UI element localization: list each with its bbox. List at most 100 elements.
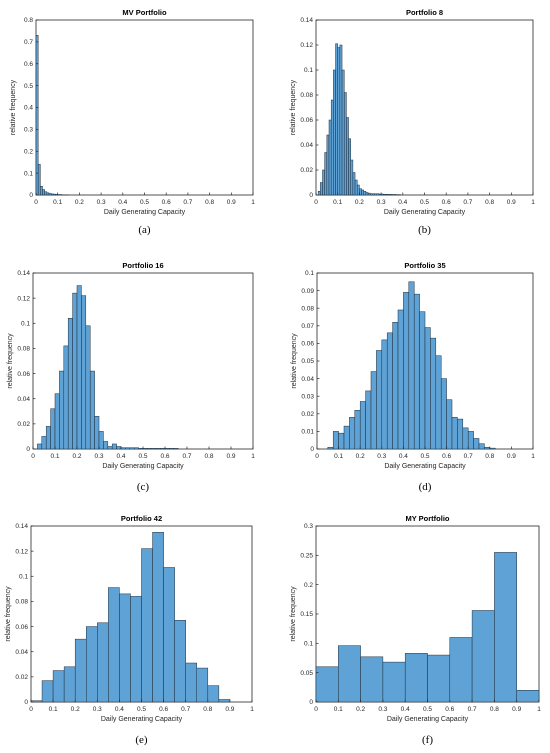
histogram-bar <box>218 699 231 703</box>
y-tick-label: 0.04 <box>301 376 314 383</box>
y-tick-label: 0 <box>24 699 28 706</box>
x-axis-label: Daily Generating Capacity <box>384 463 466 470</box>
histogram-bar <box>382 661 406 703</box>
histogram-bar <box>37 443 43 450</box>
histogram-bar <box>338 432 345 450</box>
y-tick-label: 0.05 <box>301 358 314 365</box>
y-tick-label: 0 <box>310 446 314 453</box>
y-tick-label: 0.08 <box>17 346 30 353</box>
histogram-bar <box>50 408 56 450</box>
histogram-bar <box>41 680 54 703</box>
y-axis-label: relative frequency <box>10 79 17 135</box>
x-tick-label: 0.7 <box>183 199 192 206</box>
histogram-bar <box>35 35 39 196</box>
histogram-bar <box>408 281 415 450</box>
histogram-bar <box>471 610 495 703</box>
x-tick-label: 0 <box>29 706 33 713</box>
x-tick-label: 0.2 <box>356 453 365 460</box>
y-tick-label: 0.1 <box>304 67 313 74</box>
y-tick-label: 0.02 <box>301 411 314 418</box>
histogram-bar <box>174 620 186 703</box>
x-tick-label: 0.4 <box>118 199 127 206</box>
y-tick-label: 0.04 <box>15 649 28 656</box>
histogram-bar <box>383 194 386 196</box>
histogram-bar <box>397 309 404 450</box>
y-tick-label: 0.01 <box>301 429 314 436</box>
histogram-bar <box>142 448 148 450</box>
y-tick-label: 0.1 <box>305 270 314 277</box>
histogram-bar <box>164 448 170 450</box>
histogram-bar <box>330 99 334 196</box>
histogram-bar <box>484 446 491 450</box>
x-tick-label: 1 <box>531 453 535 460</box>
x-tick-label: 0 <box>34 199 38 206</box>
panel-caption: (b) <box>418 224 431 236</box>
chart-title: MY Portfolio <box>405 514 449 523</box>
y-tick-label: 0.1 <box>21 320 30 327</box>
histogram-bar <box>326 134 330 196</box>
x-tick-label: 0.2 <box>356 706 365 713</box>
y-tick-label: 0.08 <box>300 92 313 99</box>
x-tick-label: 0.5 <box>423 706 432 713</box>
y-tick-label: 0.06 <box>301 341 314 348</box>
x-tick-label: 0.6 <box>159 706 168 713</box>
x-axis-label: Daily Generating Capacity <box>384 209 466 216</box>
histogram-bar <box>89 370 95 450</box>
histogram-bar <box>489 447 496 450</box>
x-tick-label: 0.3 <box>378 706 387 713</box>
chart-title: Portfolio 42 <box>121 514 162 523</box>
x-tick-label: 0.3 <box>94 453 103 460</box>
histogram-bar <box>151 448 157 450</box>
histogram-bar <box>332 431 339 450</box>
x-tick-label: 0.4 <box>115 706 124 713</box>
histogram-bar <box>413 293 420 450</box>
x-tick-label: 0.6 <box>442 453 451 460</box>
x-tick-label: 0.9 <box>507 199 516 206</box>
x-tick-label: 0.1 <box>53 199 62 206</box>
histogram-bar <box>72 292 78 450</box>
x-tick-label: 0 <box>315 453 319 460</box>
x-tick-label: 0.1 <box>50 453 59 460</box>
histogram-bar <box>387 194 391 196</box>
y-tick-label: 0.14 <box>17 270 30 277</box>
y-tick-label: 0.08 <box>301 305 314 312</box>
x-tick-label: 1 <box>251 199 255 206</box>
y-axis-label: relative frequency <box>5 586 12 642</box>
histogram-bar <box>50 193 54 196</box>
y-tick-label: 0.3 <box>24 127 33 134</box>
y-tick-label: 0.03 <box>301 393 314 400</box>
histogram-bar <box>324 152 328 196</box>
x-tick-label: 0.6 <box>445 706 454 713</box>
x-tick-label: 0.8 <box>485 199 494 206</box>
y-tick-label: 0.14 <box>300 17 313 24</box>
y-tick-label: 0.25 <box>300 553 313 560</box>
y-tick-label: 0.2 <box>304 582 313 589</box>
histogram-bar <box>54 393 60 450</box>
y-tick-label: 0.1 <box>24 170 33 177</box>
y-tick-label: 0.04 <box>300 142 313 149</box>
y-tick-label: 0.7 <box>24 39 33 46</box>
histogram-bar <box>63 345 69 450</box>
y-tick-label: 0.05 <box>300 670 313 677</box>
histogram-bar <box>160 448 166 450</box>
histogram-bar <box>354 179 358 196</box>
y-tick-label: 0.6 <box>24 61 33 68</box>
x-tick-label: 0.1 <box>49 706 58 713</box>
x-axis-label: Daily Generating Capacity <box>387 716 469 723</box>
histogram-bar <box>338 645 361 703</box>
histogram-bar <box>120 447 126 450</box>
histogram-bar <box>370 193 373 196</box>
histogram-bar <box>451 417 458 450</box>
histogram-bar <box>147 448 153 450</box>
x-tick-label: 0.4 <box>398 199 407 206</box>
histogram-bar <box>339 44 343 196</box>
x-tick-label: 0.5 <box>138 453 147 460</box>
chart-panel-2: 0 0.1 0.2 0.3 0.4 0.5 0.6 0.7 0.8 0.9 1 0 0.02 0.04 0.… <box>290 8 535 236</box>
y-tick-label: 0.5 <box>24 83 33 90</box>
histogram-bar <box>74 638 87 703</box>
histogram-bar <box>365 390 372 450</box>
y-axis-label: relative frequency <box>7 333 14 389</box>
histogram-bar <box>327 446 334 450</box>
chart-panel-5: 0 0.1 0.2 0.3 0.4 0.5 0.6 0.7 0.8 0.9 1 0 0.02 0.04 0.… <box>5 514 254 746</box>
